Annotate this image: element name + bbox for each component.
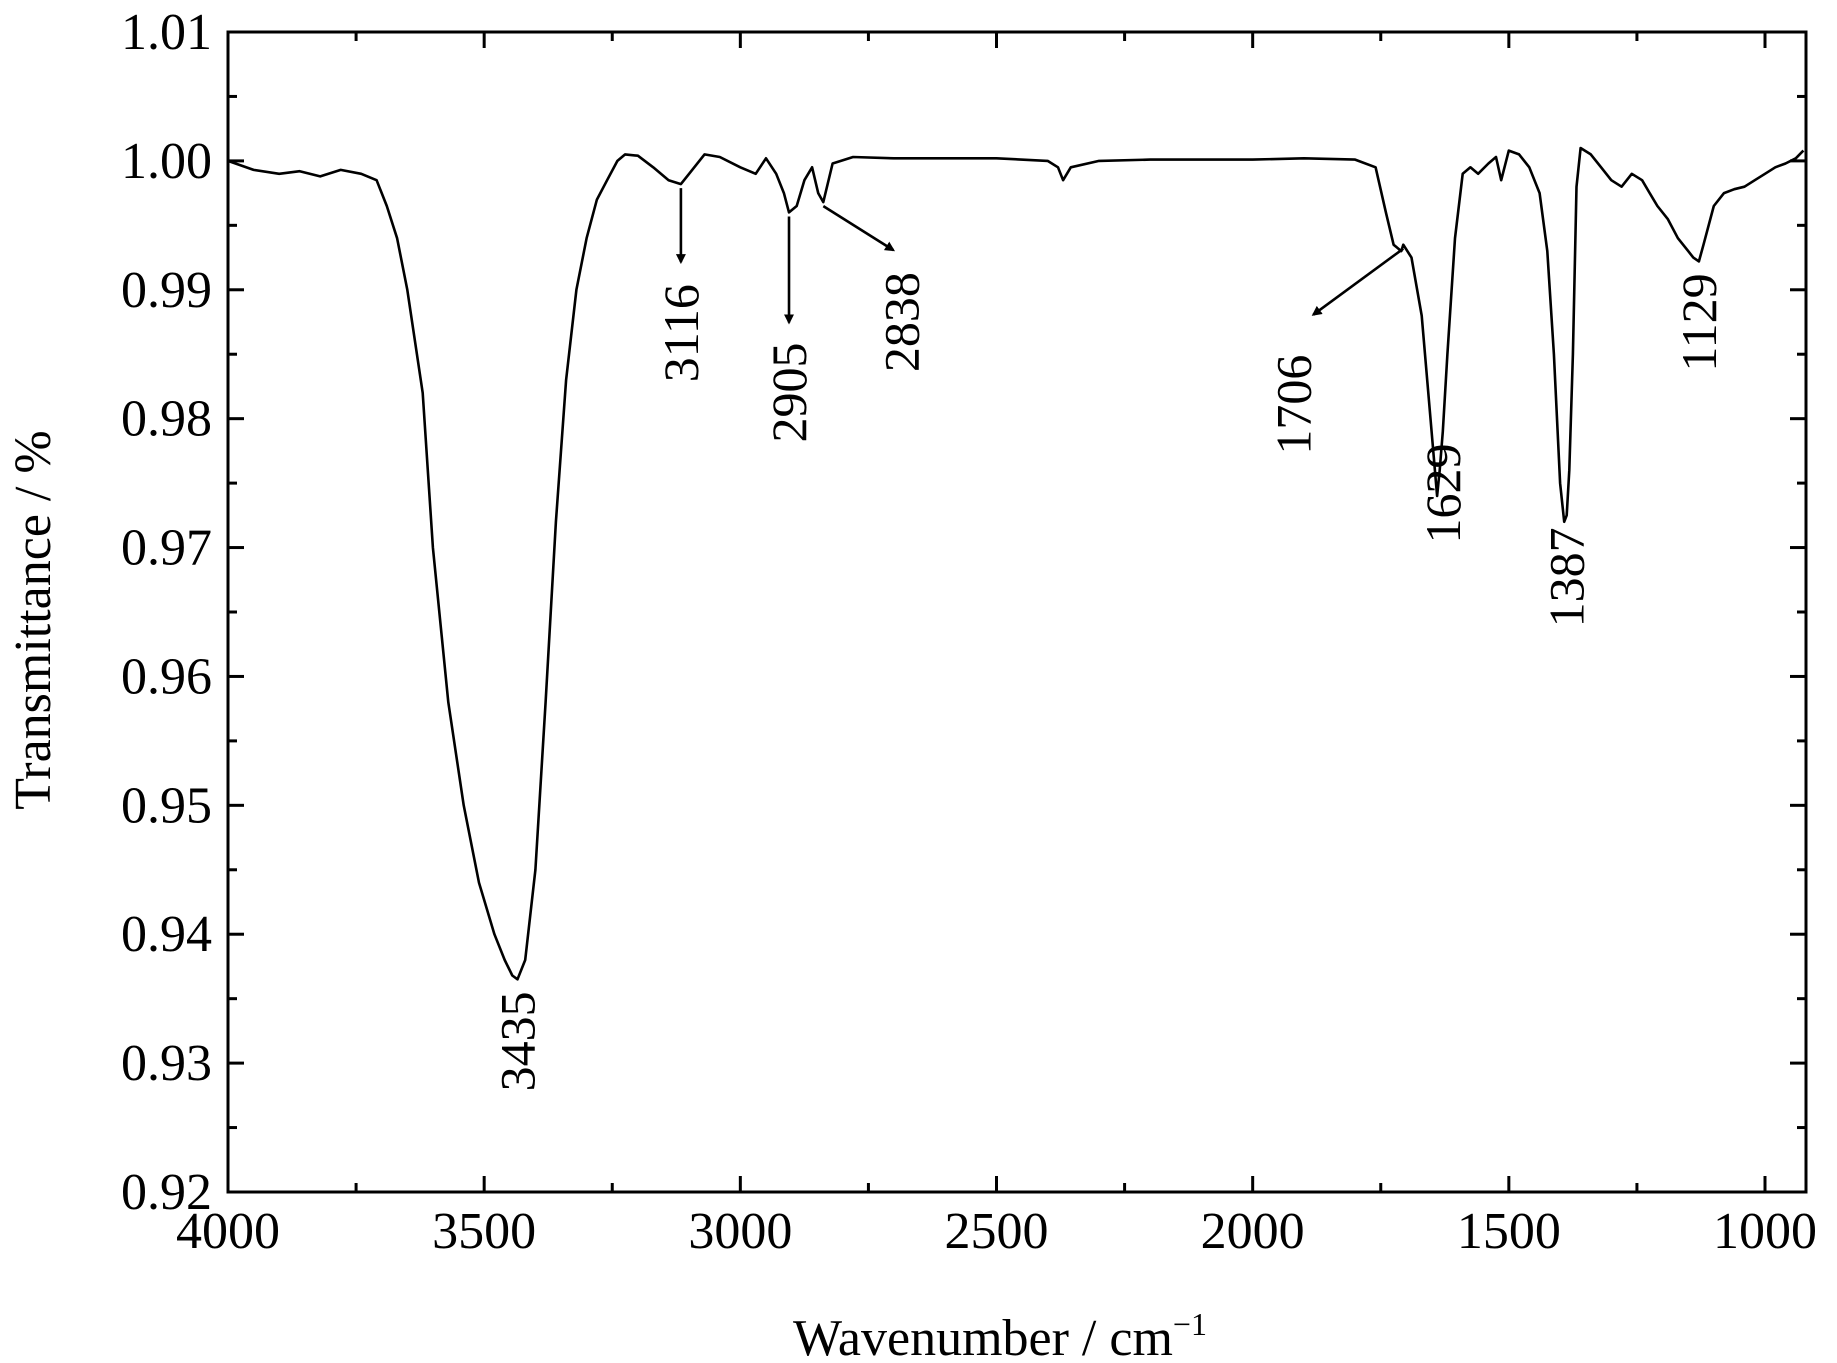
x-tick-label: 3000 [688,1203,792,1260]
y-tick-label: 0.99 [121,262,212,319]
peak-label: 1387 [1539,527,1595,627]
y-tick-label: 0.97 [121,520,212,577]
peak-label: 1706 [1265,355,1321,455]
y-tick-label: 0.95 [121,777,212,834]
x-axis-title: Wavenumber / cm−1 [793,1306,1207,1363]
x-tick-label: 2500 [945,1203,1049,1260]
peak-annotations: 3435 3116 2905 2838 1706 1629 1387 1129 [489,188,1727,1091]
y-axis-tick-labels: 0.92 0.93 0.94 0.95 0.96 0.97 0.98 0.99 1.00 1.01 [121,4,212,1221]
y-tick-label: 1.01 [121,4,212,61]
peak-label: 2905 [761,342,817,442]
y-axis-title: Transmittance / % [5,430,62,809]
x-tick-label: 4000 [176,1203,280,1260]
x-axis-title-text: Wavenumber / cm [793,1310,1173,1363]
peak-arrow [822,205,896,252]
x-tick-label: 1500 [1457,1203,1561,1260]
y-tick-label: 0.96 [121,648,212,705]
transmittance-series-line [227,146,1805,981]
y-tick-label: 1.00 [121,133,212,190]
peak-label: 1629 [1415,444,1471,544]
y-tick-label: 0.92 [121,1164,212,1221]
peak-label: 2838 [873,272,929,372]
y-tick-label: 0.93 [121,1035,212,1092]
peak-label: 3116 [653,284,709,382]
y-tick-label: 0.94 [121,906,212,963]
y-axis-ticks [228,30,1806,1194]
peak-arrow [1311,247,1405,316]
y-tick-label: 0.98 [121,391,212,448]
x-tick-label: 2000 [1201,1203,1305,1260]
x-axis-tick-labels: 4000 3500 3000 2500 2000 1500 1000 [176,1203,1817,1260]
peak-label: 3435 [489,991,545,1091]
x-tick-label: 3500 [432,1203,536,1260]
x-axis-title-superscript: −1 [1173,1306,1207,1342]
x-tick-label: 1000 [1713,1203,1817,1260]
x-axis-ticks [226,32,1767,1192]
peak-label: 1129 [1671,273,1727,371]
